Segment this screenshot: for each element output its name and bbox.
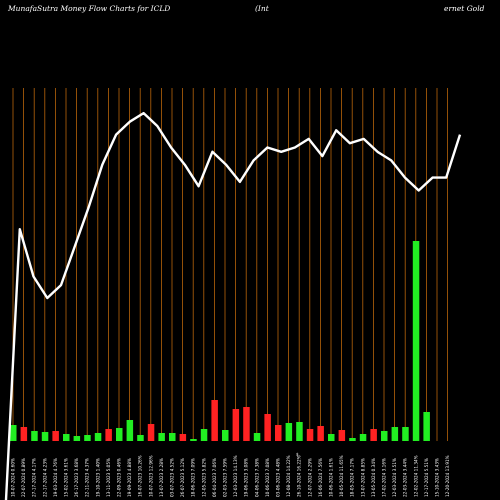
bar-39 bbox=[412, 241, 420, 441]
x-tick-label: 26-07-2023 5.12% bbox=[180, 458, 185, 497]
chart-title-mid: (Int bbox=[255, 4, 270, 13]
x-tick-label: 22-07-2024 0.89% bbox=[21, 458, 26, 497]
bar-27 bbox=[285, 423, 293, 441]
bar-2 bbox=[20, 427, 28, 441]
x-tick-label: 06-04-2023 7.06% bbox=[212, 458, 217, 497]
bar-30 bbox=[317, 426, 324, 441]
bar-1 bbox=[10, 425, 17, 441]
bar-7 bbox=[73, 436, 81, 441]
bar-18 bbox=[190, 439, 197, 441]
x-tick-label: 03-06-2023 4.48% bbox=[276, 458, 281, 497]
x-tick-label: 12-07-2024 2.29% bbox=[307, 458, 312, 497]
x-tick-label: 15-10-2024 3.43% bbox=[435, 458, 440, 497]
bar-4 bbox=[41, 432, 49, 441]
bar-10 bbox=[105, 429, 112, 441]
money-flow-line bbox=[4, 111, 462, 500]
x-tick-label: 26-17-2023 3.68% bbox=[74, 458, 79, 497]
x-tick-label: 10-07-2024 0.60% bbox=[11, 458, 16, 497]
x-tick-label: 26-10-2024 16.22% bbox=[297, 455, 302, 497]
bar-12 bbox=[126, 420, 134, 441]
x-tick-label: 04-06-2023 7.38% bbox=[254, 458, 259, 497]
x-tick-label: 18-06-2023 7.09% bbox=[191, 458, 196, 497]
x-tick-label: 16-07-2023 10.26% bbox=[138, 455, 143, 497]
x-tick-label: 12-20-2024 13.91% bbox=[445, 455, 450, 497]
x-tick-label: 22-11-2023 4.37% bbox=[85, 458, 90, 497]
x-tick-label: 19-10-2023 1.40% bbox=[95, 458, 100, 497]
bar-31 bbox=[328, 434, 335, 441]
bar-25 bbox=[264, 414, 271, 441]
grid-lines bbox=[12, 88, 449, 441]
x-tick-label: 10-07-2023 12.96% bbox=[148, 455, 153, 497]
axis-note: $ bbox=[296, 452, 299, 457]
x-tick-label: 13-07-2023 2.28% bbox=[159, 458, 164, 497]
bar-28 bbox=[296, 422, 303, 441]
x-tick-label: 13-07-2024 8.85% bbox=[360, 458, 365, 497]
x-tick-label: 13-11-2023 5.05% bbox=[106, 458, 111, 497]
x-tick-label: 12-08-2024 14.22% bbox=[286, 455, 291, 497]
bar-33 bbox=[349, 438, 356, 441]
x-tick-label: 19-03-2024 4.76% bbox=[53, 458, 58, 497]
bar-36 bbox=[381, 431, 388, 441]
x-tick-labels: 10-07-2024 0.60% 22-07-2024 0.89% 27-17-20… bbox=[11, 455, 451, 497]
x-tick-label: 27-17-2024 4.17% bbox=[32, 458, 37, 497]
bar-6 bbox=[63, 434, 70, 441]
bar-20 bbox=[211, 400, 218, 441]
bar-37 bbox=[391, 427, 399, 441]
bar-22 bbox=[232, 409, 240, 441]
x-tick-label: 12-03-2024 3.51% bbox=[392, 458, 397, 497]
x-tick-label: 12-17-2024 5.51% bbox=[424, 458, 429, 497]
x-tick-label: 22-09-2023 0.46% bbox=[117, 458, 122, 497]
x-tick-label: 12-03-2023 14.13% bbox=[233, 455, 238, 497]
bar-9 bbox=[94, 433, 102, 441]
bar-series bbox=[10, 241, 430, 441]
x-tick-label: 12-05-2023 5.82% bbox=[201, 458, 206, 497]
bar-11 bbox=[116, 428, 123, 441]
bar-40 bbox=[423, 412, 430, 441]
x-tick-label: 10-06-2024 1.61% bbox=[329, 458, 334, 497]
bar-14 bbox=[147, 424, 155, 441]
bar-23 bbox=[243, 407, 250, 441]
bar-29 bbox=[306, 429, 314, 441]
x-tick-label: 10-05-2024 11.65% bbox=[339, 455, 344, 497]
x-tick-label: 15-02-2024 3.61% bbox=[64, 458, 69, 497]
bar-26 bbox=[275, 425, 282, 441]
x-tick-label: 13-05-2024 0.34% bbox=[371, 458, 376, 497]
bar-32 bbox=[338, 430, 346, 441]
x-tick-label: 10-06-2023 7.08% bbox=[265, 458, 270, 497]
x-tick-label: 02-03-2023 7.59% bbox=[223, 458, 228, 497]
x-tick-label: 22-17-2024 4.23% bbox=[42, 458, 47, 497]
bar-3 bbox=[31, 431, 38, 441]
x-tick-label: 17-02-2024 3.16% bbox=[382, 458, 387, 497]
x-tick-label: 18-05-2024 7.17% bbox=[350, 458, 355, 497]
bar-35 bbox=[370, 429, 377, 441]
bar-16 bbox=[169, 433, 176, 441]
bar-13 bbox=[137, 435, 144, 441]
x-tick-label: 16-06-2024 7.56% bbox=[318, 458, 323, 497]
chart-title: MunafaSutra Money Flow Charts for ICLD bbox=[7, 4, 170, 13]
x-tick-label: 03-07-2023 4.52% bbox=[170, 458, 175, 497]
x-tick-label: 19-09-2023 4.88% bbox=[127, 458, 132, 497]
bar-15 bbox=[158, 433, 165, 441]
x-tick-label: 12-02-2024 11.34% bbox=[413, 455, 418, 497]
bar-5 bbox=[52, 431, 59, 441]
bar-19 bbox=[200, 429, 208, 441]
bar-24 bbox=[253, 433, 261, 441]
chart-title-right: ernet Gold bbox=[444, 4, 485, 13]
bar-21 bbox=[222, 430, 229, 441]
bar-34 bbox=[359, 434, 367, 441]
bar-38 bbox=[402, 427, 409, 441]
bar-8 bbox=[84, 435, 91, 441]
x-tick-label: 19-06-2023 3.08% bbox=[244, 458, 249, 497]
x-tick-label: 22-03-2024 3.44% bbox=[403, 458, 408, 497]
bar-17 bbox=[179, 434, 187, 441]
